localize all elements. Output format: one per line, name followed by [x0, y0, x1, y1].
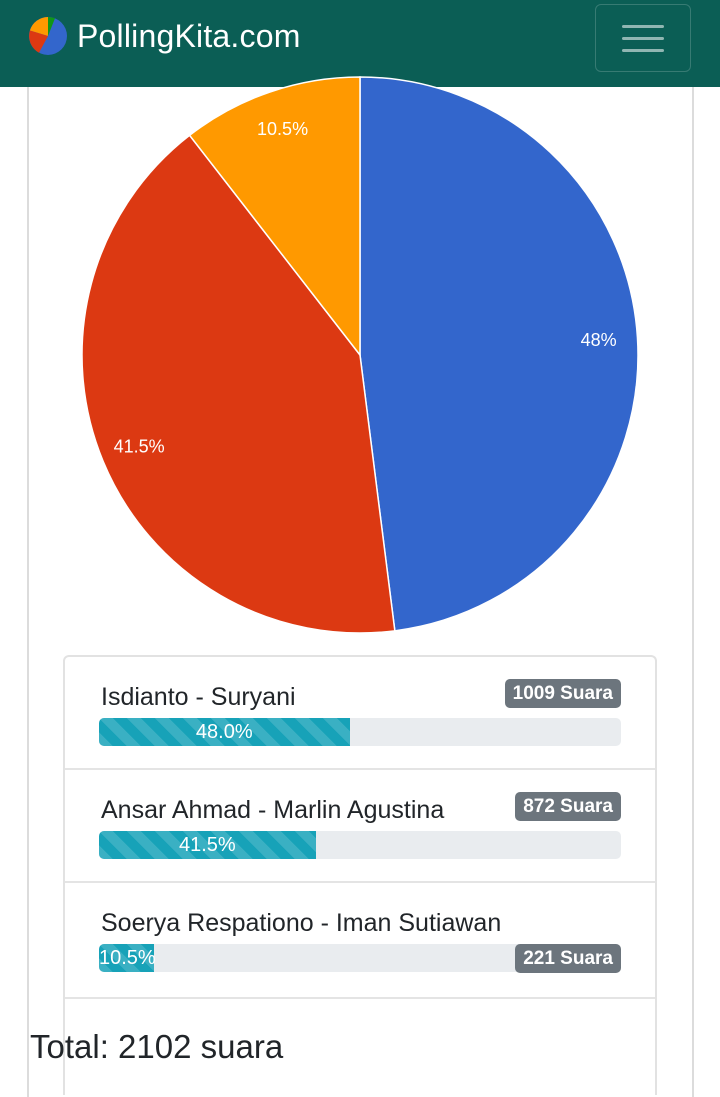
results-list: Isdianto - Suryani 1009 Suara 48.0% Ansa…	[63, 655, 657, 1095]
total-votes: Total: 2102 suara	[30, 1028, 284, 1065]
hamburger-menu-icon-line-3	[622, 48, 664, 52]
list-item: Soerya Respationo - Iman Sutiawan 10.5% …	[65, 883, 655, 999]
menu-toggle-button[interactable]	[595, 4, 691, 72]
hamburger-menu-icon	[622, 24, 664, 28]
pie-slice-label-3: 10.5%	[257, 119, 308, 139]
candidate-name: Isdianto - Suryani	[101, 683, 296, 711]
vote-count-badge: 221 Suara	[515, 944, 621, 973]
brand-name: PollingKita.com	[77, 18, 301, 54]
pie-chart-logo-icon	[29, 16, 67, 55]
progress-bar: 48.0%	[99, 718, 350, 746]
pie-slice-label-1: 48%	[581, 330, 617, 350]
progress-track: 41.5%	[99, 831, 621, 859]
progress-bar: 41.5%	[99, 831, 316, 859]
vote-count-badge: 872 Suara	[515, 792, 621, 821]
top-navbar: PollingKita.com	[0, 0, 720, 87]
pie-slice-2	[81, 134, 396, 634]
progress-track: 48.0%	[99, 718, 621, 746]
pie-slice-3	[188, 76, 361, 358]
list-item: Ansar Ahmad - Marlin Agustina 872 Suara …	[65, 770, 655, 883]
results-pie-chart: 48% 41.5% 10.5%	[81, 76, 639, 634]
list-item: Isdianto - Suryani 1009 Suara 48.0%	[65, 657, 655, 770]
pie-slice-1	[359, 76, 639, 632]
hamburger-menu-icon-line-2	[622, 36, 664, 40]
progress-bar: 10.5%	[99, 944, 156, 972]
candidate-name: Soerya Respationo - Iman Sutiawan	[101, 909, 502, 937]
vote-count-badge: 1009 Suara	[504, 679, 621, 708]
pie-slice-label-2: 41.5%	[114, 436, 165, 456]
candidate-name: Ansar Ahmad - Marlin Agustina	[101, 796, 445, 824]
brand-link[interactable]: PollingKita.com	[28, 16, 301, 56]
